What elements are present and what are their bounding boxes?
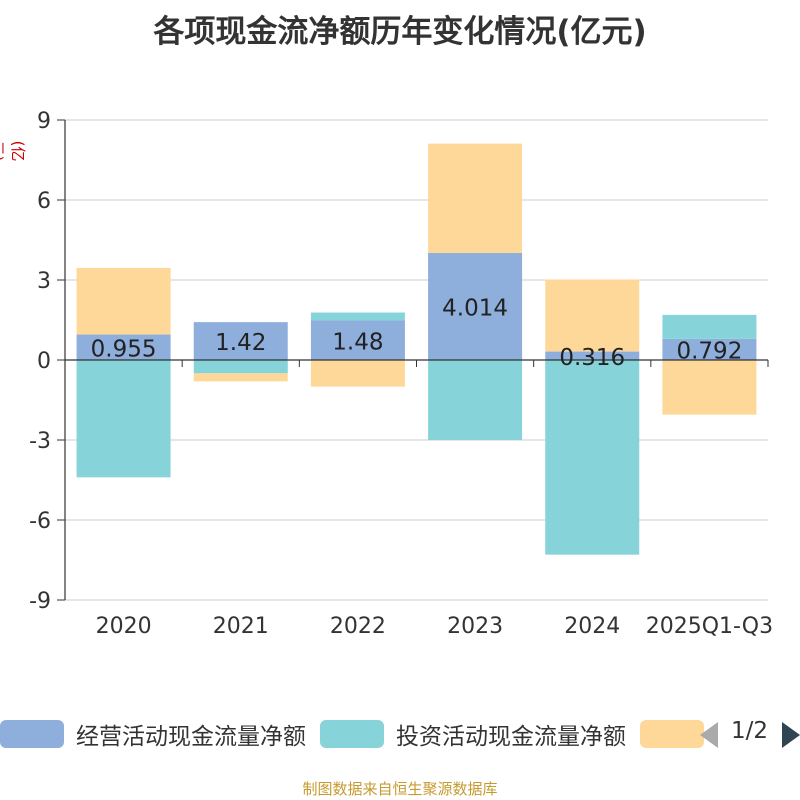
data-label: 0.316 (559, 345, 625, 371)
bar-1-2025Q1-Q3 (662, 314, 757, 339)
bar-0-2023 (428, 252, 523, 360)
bar-0-2020 (76, 334, 171, 360)
bar-1-2021 (193, 360, 288, 374)
data-label: 1.48 (332, 329, 383, 355)
x-tick-label: 2025Q1-Q3 (646, 614, 773, 639)
x-tick-label: 2022 (330, 614, 386, 639)
y-tick-label: 0 (37, 349, 51, 374)
grid-lines (65, 119, 768, 601)
legend-item-financing[interactable] (640, 714, 704, 754)
bar-0-2022 (310, 320, 405, 360)
y-tick-label: -6 (29, 509, 51, 534)
legend-swatch (640, 720, 704, 748)
data-labels: 0.955 1.42 1.48 4.014 0.316 0.792 (91, 295, 743, 370)
y-tick-label: 6 (37, 189, 51, 214)
bar-2-2021 (193, 373, 288, 382)
bar-0-2024 (545, 351, 640, 360)
legend-item-operating[interactable]: 经营活动现金流量净额 (0, 714, 306, 754)
y-tick-label: -3 (29, 429, 51, 454)
legend-item-investing[interactable]: 投资活动现金流量净额 (320, 714, 626, 754)
y-tick-label: 3 (37, 269, 51, 294)
bar-0-2021 (193, 322, 288, 360)
x-tick-label: 2020 (96, 614, 152, 639)
legend-label: 投资活动现金流量净额 (396, 724, 626, 750)
bar-1-2020 (76, 360, 171, 478)
data-label: 0.792 (676, 338, 742, 364)
bar-1-2022 (310, 312, 405, 321)
y-tick-label: 9 (37, 109, 51, 134)
axes (57, 119, 769, 601)
bar-2-2024 (545, 279, 640, 352)
legend-swatch (320, 720, 384, 748)
x-tick-label: 2021 (213, 614, 269, 639)
x-tick-label: 2023 (447, 614, 503, 639)
bar-2-2025Q1-Q3 (662, 360, 757, 415)
data-source-footer: 制图数据来自恒生聚源数据库 (302, 780, 498, 798)
y-tick-label: -9 (29, 589, 51, 614)
data-label: 4.014 (442, 295, 508, 321)
data-label: 1.42 (215, 330, 266, 356)
bar-series (76, 143, 757, 555)
bar-0-2025Q1-Q3 (662, 338, 757, 360)
legend-next-page-icon[interactable] (782, 722, 800, 748)
legend-label: 经营活动现金流量净额 (76, 724, 306, 750)
x-tick-label: 2024 (564, 614, 620, 639)
bar-2-2023 (428, 143, 523, 253)
bar-1-2024 (545, 360, 640, 555)
bar-2-2022 (310, 360, 405, 387)
chart-title: 各项现金流净额历年变化情况(亿元) (153, 14, 647, 50)
bar-1-2023 (428, 360, 523, 440)
legend-page-indicator: 1/2 (731, 718, 769, 744)
legend-swatch (0, 720, 64, 748)
bar-2-2020 (76, 267, 171, 335)
legend: 经营活动现金流量净额 投资活动现金流量净额 1/2 (0, 714, 800, 754)
data-label: 0.955 (91, 336, 157, 362)
legend-prev-page-icon[interactable] (700, 722, 718, 748)
tick-labels: 9 6 3 0 -3 -6 -9 2020 2021 2022 2023 2024 2025Q1-Q3 (29, 109, 773, 639)
